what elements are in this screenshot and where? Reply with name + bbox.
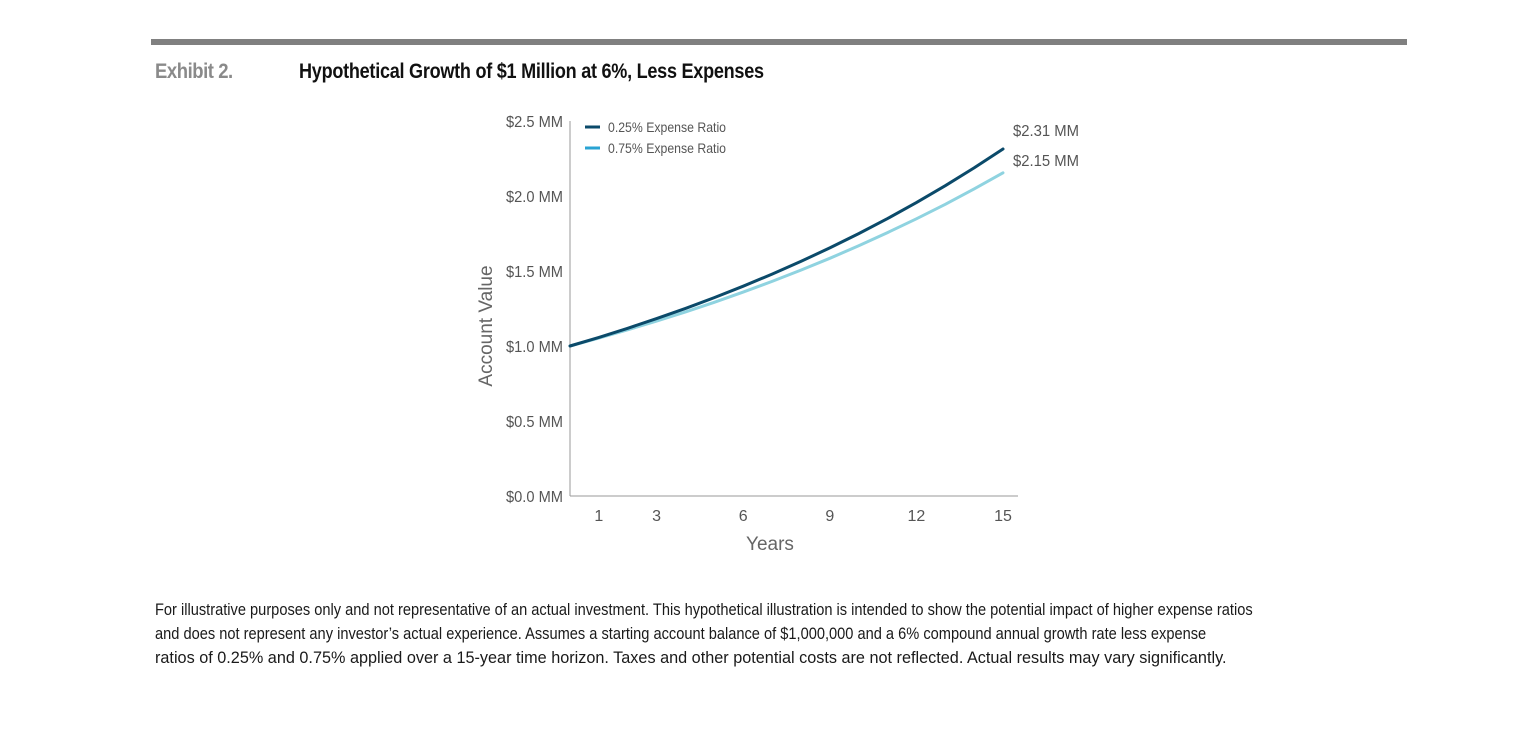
y-tick-label: $1.0 MM <box>506 339 563 356</box>
x-tick-label: 6 <box>739 508 748 525</box>
y-tick-label: $1.5 MM <box>506 264 563 281</box>
footnote-line-2: and does not represent any investor’s ac… <box>155 624 1207 643</box>
x-tick-label: 15 <box>994 508 1012 525</box>
end-labels: $2.31 MM $2.15 MM <box>1013 123 1079 170</box>
chart-axes <box>569 121 1018 497</box>
legend-label: 0.25% Expense Ratio <box>608 119 726 135</box>
x-tick-labels: 1 3 6 9 12 15 <box>594 508 1012 525</box>
series-line <box>568 171 1005 348</box>
chart-legend: 0.25% Expense Ratio 0.75% Expense Ratio <box>585 119 726 156</box>
y-tick-labels: $0.0 MM $0.5 MM $1.0 MM $1.5 MM $2.0 MM $2.5 … <box>506 114 563 506</box>
y-axis-label: Account Value <box>476 265 497 386</box>
x-axis-label: Years <box>746 534 794 555</box>
footnote-line-3: ratios of 0.25% and 0.75% applied over a… <box>155 648 1227 667</box>
x-tick-label: 3 <box>652 508 661 525</box>
x-tick-label: 9 <box>825 508 834 525</box>
series-end-label: $2.15 MM <box>1013 153 1079 170</box>
exhibit-label: Exhibit 2. <box>155 60 233 83</box>
exhibit-title: Hypothetical Growth of $1 Million at 6%,… <box>299 60 764 83</box>
y-tick-label: $2.5 MM <box>506 114 563 131</box>
series-lines <box>568 147 1005 348</box>
top-rule <box>151 39 1407 45</box>
footnote-line-1: For illustrative purposes only and not r… <box>155 600 1253 619</box>
y-tick-label: $0.5 MM <box>506 414 563 431</box>
y-tick-label: $2.0 MM <box>506 189 563 206</box>
footnote: For illustrative purposes only and not r… <box>155 598 1455 670</box>
x-tick-label: 12 <box>908 508 926 525</box>
legend-label: 0.75% Expense Ratio <box>608 140 726 156</box>
x-tick-label: 1 <box>594 508 603 525</box>
series-end-label: $2.31 MM <box>1013 123 1079 140</box>
series-line <box>568 147 1005 348</box>
y-tick-label: $0.0 MM <box>506 489 563 506</box>
